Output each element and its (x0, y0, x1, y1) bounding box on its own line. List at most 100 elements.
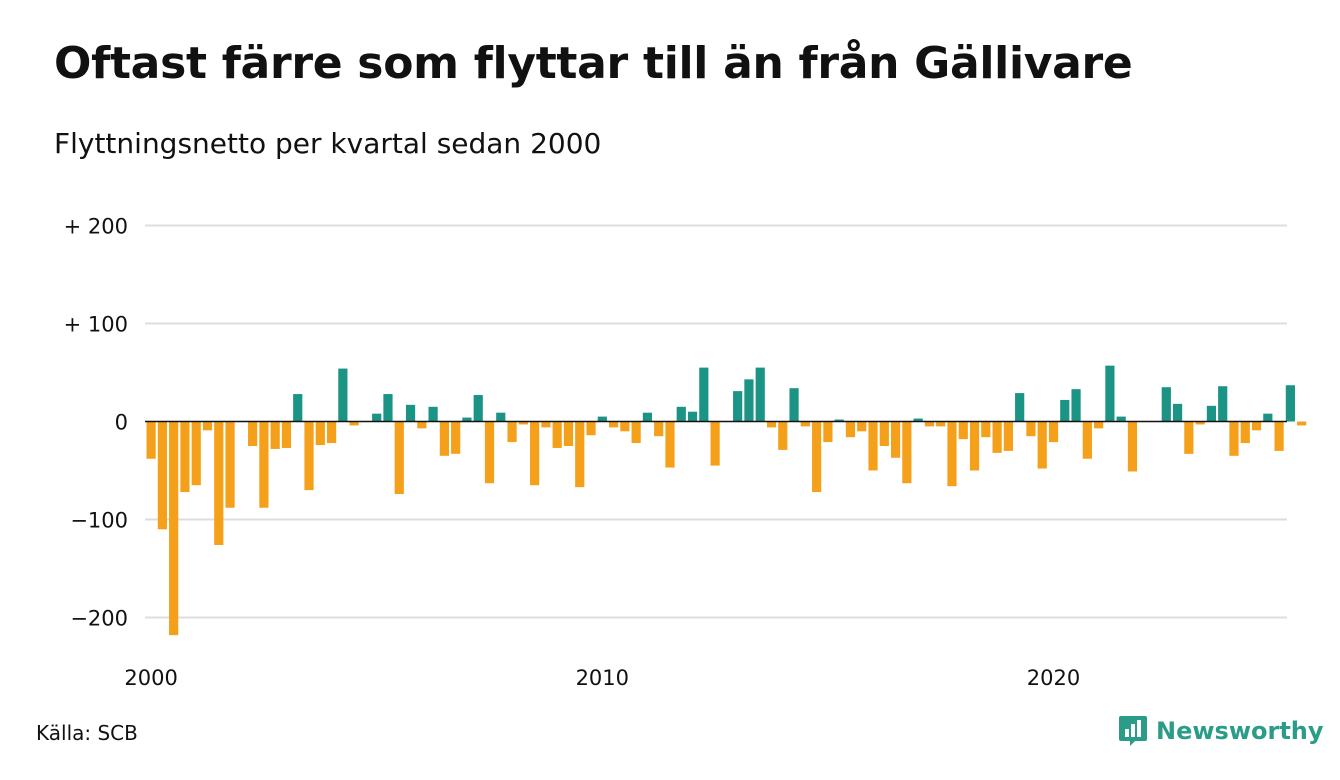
bar (812, 421, 822, 493)
y-tick-label: −100 (70, 509, 128, 533)
x-tick-label: 2010 (576, 666, 629, 690)
bar (541, 421, 551, 428)
bar (755, 367, 765, 422)
bar (902, 421, 912, 484)
bar (936, 421, 946, 427)
y-axis-labels: + 200 + 100 0 −100 −200 (64, 215, 128, 631)
bar (1206, 405, 1217, 422)
bar (451, 421, 461, 454)
bar (1003, 421, 1013, 451)
bar (1251, 421, 1262, 431)
bar (1127, 421, 1138, 472)
bar (947, 421, 957, 487)
bar (315, 421, 325, 446)
bar (270, 421, 280, 449)
x-axis-labels: 2000 2010 2020 (124, 666, 1080, 690)
bar (248, 421, 258, 446)
y-tick-label: −200 (70, 607, 128, 631)
bar (1060, 399, 1070, 422)
bar (281, 421, 292, 448)
chart-subtitle: Flyttningsnetto per kvartal sedan 2000 (54, 127, 602, 160)
bar (304, 421, 314, 491)
bar (1105, 365, 1115, 422)
bar (699, 367, 709, 422)
bar (180, 421, 190, 493)
bar (417, 421, 427, 429)
bar (620, 421, 630, 432)
bar (507, 421, 517, 443)
chart-title: Oftast färre som flyttar till än från Gä… (54, 38, 1133, 89)
bar (868, 421, 878, 471)
bar (642, 412, 653, 422)
bar (1274, 421, 1284, 451)
y-tick-label: + 100 (64, 313, 128, 337)
bar (857, 421, 867, 432)
bar (981, 421, 991, 438)
bar (563, 421, 574, 446)
bar (225, 421, 235, 508)
brand-name: Newsworthy (1156, 717, 1324, 745)
newsworthy-icon (1119, 716, 1147, 746)
bar (879, 421, 889, 446)
bar (326, 421, 337, 444)
bar (1015, 393, 1025, 422)
bar (1285, 385, 1295, 422)
bar (1026, 421, 1036, 437)
newsworthy-logo: Newsworthy (1118, 714, 1324, 748)
bar (1094, 421, 1104, 429)
bar (823, 421, 833, 443)
bar (992, 421, 1002, 453)
bar (530, 421, 540, 486)
bar (462, 417, 472, 422)
bar (1229, 421, 1239, 456)
source-note: Källa: SCB (36, 721, 138, 745)
bar (834, 419, 844, 422)
bar (924, 421, 935, 427)
bar (1116, 416, 1126, 422)
bar (789, 388, 799, 422)
bar (890, 421, 901, 458)
bar (496, 412, 506, 422)
bar (631, 421, 641, 444)
bar (665, 421, 675, 468)
bar (484, 421, 495, 484)
bar (146, 421, 156, 459)
bar (1161, 387, 1171, 422)
bar (733, 391, 743, 422)
bar (687, 411, 698, 422)
bar (473, 395, 483, 422)
bar (394, 421, 404, 495)
y-tick-label: 0 (115, 411, 128, 435)
bar (428, 406, 438, 422)
bar (800, 421, 810, 427)
bar (1240, 421, 1250, 444)
bar (654, 421, 664, 437)
bar (1082, 421, 1092, 459)
bar-chart: + 200 + 100 0 −100 −200 2000 2010 2020 (64, 215, 1307, 690)
bar (744, 379, 754, 422)
bar (169, 421, 179, 636)
bar (349, 421, 359, 426)
bar (214, 421, 224, 545)
bar (676, 406, 686, 422)
bar (778, 421, 788, 450)
bar (1184, 421, 1194, 454)
bar (439, 421, 449, 456)
bar (1195, 421, 1205, 425)
bar (202, 421, 213, 431)
bar (518, 421, 528, 425)
bar (405, 404, 416, 422)
bar (1218, 386, 1228, 422)
bar (608, 421, 619, 428)
bar (1263, 413, 1273, 422)
x-tick-label: 2000 (124, 666, 177, 690)
bar (1071, 389, 1081, 422)
bar (766, 421, 777, 428)
bar (1037, 421, 1047, 469)
bar (552, 421, 562, 448)
bar (157, 421, 167, 530)
bar (597, 416, 607, 422)
bars (146, 365, 1307, 636)
bar (191, 421, 201, 486)
bar (710, 421, 720, 466)
